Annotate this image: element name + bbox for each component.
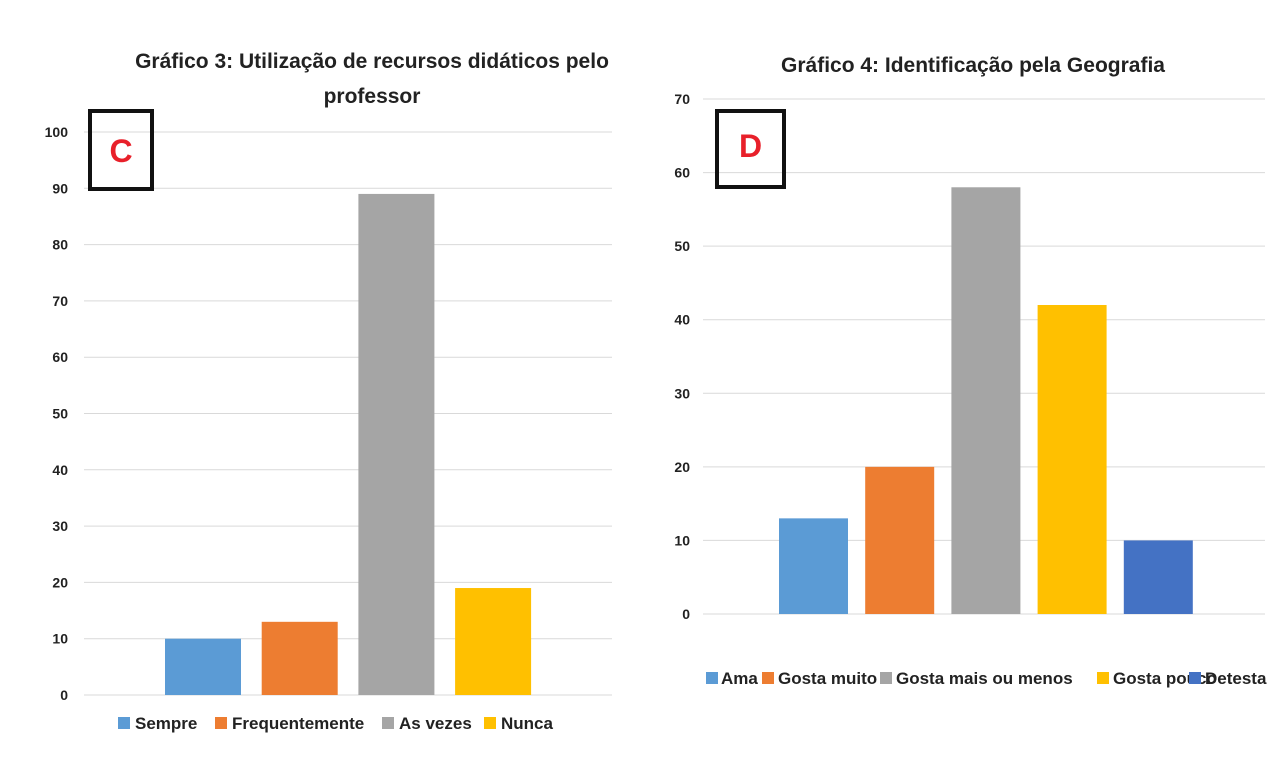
y-tick-label: 10: [674, 532, 690, 548]
legend-label: Frequentemente: [232, 714, 364, 733]
y-tick-label: 50: [52, 406, 68, 422]
legend-swatch: [1189, 672, 1201, 684]
legend-label: Gosta pouco: [1113, 669, 1217, 688]
y-tick-label: 20: [52, 574, 68, 590]
bar-gosta-muito: [865, 466, 935, 614]
legend-label: Detesta: [1205, 669, 1267, 688]
chart-title-line: professor: [324, 85, 421, 108]
legend-swatch: [880, 672, 892, 684]
y-tick-label: 30: [52, 518, 68, 534]
bar-frequentemente: [261, 621, 338, 695]
y-tick-label: 40: [52, 462, 68, 478]
legend-swatch: [382, 717, 394, 729]
y-tick-label: 60: [674, 165, 690, 181]
bar-as-vezes: [358, 193, 435, 695]
bar-detesta: [1123, 540, 1193, 614]
panel-label: D: [739, 128, 762, 164]
chart-title-line: Gráfico 4: Identificação pela Geografia: [781, 54, 1165, 77]
y-tick-label: 100: [45, 124, 69, 140]
legend-label: Gosta mais ou menos: [896, 669, 1073, 688]
bar-gosta-mais-ou-menos: [951, 187, 1021, 615]
bar-ama: [779, 518, 848, 614]
y-tick-label: 30: [674, 385, 690, 401]
panel-label: C: [109, 133, 132, 169]
legend-swatch: [484, 717, 496, 729]
legend-swatch: [706, 672, 718, 684]
legend-label: Ama: [721, 669, 758, 688]
chart-grafico-3: Gráfico 3: Utilização de recursos didáti…: [45, 50, 612, 733]
y-tick-label: 40: [674, 312, 690, 328]
y-tick-label: 10: [52, 631, 68, 647]
y-tick-label: 0: [682, 606, 690, 622]
bar-nunca: [455, 588, 532, 695]
bar-gosta-pouco: [1037, 305, 1107, 614]
chart-grafico-4: Gráfico 4: Identificação pela Geografia 0…: [674, 54, 1267, 688]
legend-label: Gosta muito: [778, 669, 877, 688]
y-tick-label: 70: [52, 293, 68, 309]
y-tick-label: 60: [52, 349, 68, 365]
y-tick-label: 0: [60, 687, 68, 703]
bar-sempre: [165, 638, 241, 695]
legend-label: Nunca: [501, 714, 554, 733]
y-tick-label: 20: [674, 459, 690, 475]
y-tick-label: 90: [52, 180, 68, 196]
panel-label-box: [88, 109, 154, 191]
y-tick-label: 50: [674, 238, 690, 254]
y-tick-label: 70: [674, 91, 690, 107]
y-tick-label: 80: [52, 237, 68, 253]
chart-title-line: Gráfico 3: Utilização de recursos didáti…: [135, 50, 609, 73]
legend-swatch: [215, 717, 227, 729]
legend-label: Sempre: [135, 714, 197, 733]
panel-label-box: [715, 109, 786, 189]
legend-swatch: [1097, 672, 1109, 684]
legend-swatch: [118, 717, 130, 729]
legend-label: As vezes: [399, 714, 472, 733]
legend-swatch: [762, 672, 774, 684]
